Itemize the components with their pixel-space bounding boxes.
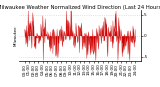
Y-axis label: Milwaukee: Milwaukee — [14, 25, 18, 46]
Title: Milwaukee Weather Normalized Wind Direction (Last 24 Hours): Milwaukee Weather Normalized Wind Direct… — [0, 5, 160, 10]
